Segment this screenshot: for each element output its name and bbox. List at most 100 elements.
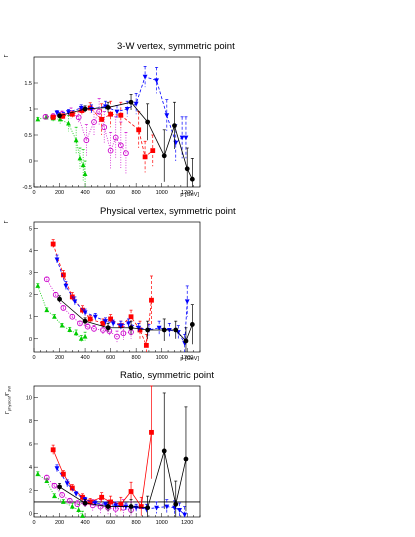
data-point [183,456,189,462]
x-tick-label: 400 [80,520,89,526]
data-point [161,153,167,159]
data-point [66,110,71,115]
y-axis-label: Γ [4,220,10,223]
data-point [52,313,57,319]
y-tick-label: 0 [29,337,32,343]
data-point [133,101,139,107]
data-point [145,505,151,511]
x-tick-label: 1000 [156,190,168,196]
data-point [83,137,90,144]
data-point [120,330,127,337]
data-point [79,108,85,113]
data-point [87,499,93,505]
data-point [156,325,162,331]
data-point [80,494,85,500]
data-point [136,325,142,331]
series [35,114,88,187]
series [57,295,195,352]
data-point [50,241,56,247]
data-point [67,327,73,332]
data-point [73,491,79,497]
data-point [114,109,120,115]
y-tick-label: 2 [29,293,32,299]
data-point [72,299,78,305]
data-point [173,501,179,507]
data-point [44,478,50,484]
data-point [100,327,106,333]
y-tick-label: 5 [29,227,32,233]
data-point [76,507,82,513]
x-axis-label: p [GeV] [180,356,199,362]
x-tick-label: 200 [55,520,64,526]
series [54,254,190,352]
data-point [73,330,79,336]
x-axis-label: p [GeV] [180,192,199,198]
data-point [80,513,85,518]
data-point [35,116,41,122]
series [57,94,195,187]
data-point [123,150,129,157]
data-point [183,338,189,344]
data-point [42,113,49,120]
data-point [137,327,143,333]
data-point [154,78,159,84]
data-point [128,489,134,494]
data-point [35,471,41,477]
panel-physical-vertex: Physical vertex, symmetric point 0 200 400… [4,206,236,362]
data-point [64,481,70,487]
series-line [37,116,86,175]
data-point [149,429,154,435]
y-tick-label: 0 [29,512,32,518]
data-point [75,114,82,121]
y-tick-label: -0.5 [23,185,32,191]
data-point [142,154,148,160]
panel-3w-vertex: 3-W vertex, symmetric point 0 200 400 600 80… [4,41,235,198]
x-tick-label: 1200 [181,190,193,196]
data-point [105,105,111,110]
panel-title: Physical vertex, symmetric point [100,206,236,217]
data-point [117,142,124,149]
x-tick-label: 1200 [181,355,193,361]
y-tick-label: 1 [29,315,32,321]
y-tick-label: 4 [29,249,32,255]
data-point [154,505,159,511]
data-point [69,485,75,491]
series [43,276,134,343]
panel-ratio: Ratio, symmetric point 0 200 400 600 800 1000… [5,370,214,526]
data-point [99,494,105,500]
data-point [54,257,60,263]
data-point [128,314,134,320]
series [35,283,88,343]
data-point [101,124,108,131]
data-point [189,322,195,327]
x-tick-label: 800 [132,520,141,526]
x-tick-label: 0 [32,190,35,196]
y-tick-label: 0.5 [24,133,32,139]
data-point [82,318,88,324]
data-point [143,342,149,348]
data-point [173,327,179,333]
series-line [56,259,188,345]
data-point [77,155,83,161]
x-tick-label: 800 [132,190,141,196]
data-point [50,114,56,120]
data-point [149,297,154,303]
data-point [43,276,50,283]
data-point [82,500,88,506]
data-point [84,323,91,330]
data-point [150,148,156,153]
data-point [69,503,75,509]
data-point [57,484,62,490]
data-point [126,321,131,327]
data-point [184,166,190,172]
plot-area: 0 200 400 600 800 1000 1200 0 2 4 6 8 10 [26,385,201,526]
series [54,464,188,518]
x-tick-label: 1000 [156,520,168,526]
data-point [92,501,98,506]
data-point [54,466,60,472]
data-point [82,171,88,176]
y-tick-label: 4 [29,465,32,471]
plot-area: 0 200 400 600 800 1000 1200-0.500.511.5 [23,56,201,196]
x-tick-label: 800 [132,355,141,361]
data-point [92,314,98,320]
